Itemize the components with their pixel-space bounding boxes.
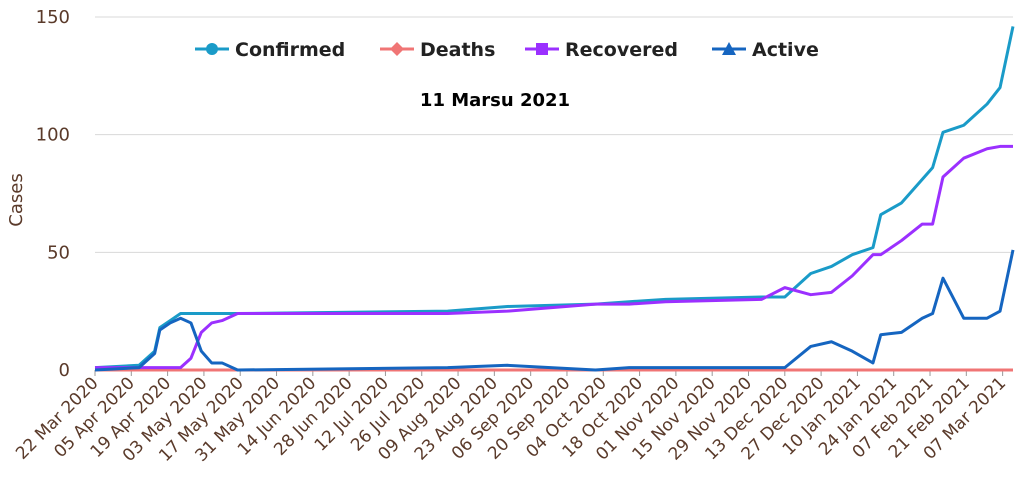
- y-tick-label: 100: [36, 125, 70, 146]
- legend-marker: [390, 42, 404, 56]
- series-line: [95, 144, 1013, 370]
- y-tick-label: 50: [47, 242, 70, 263]
- legend-label: Confirmed: [235, 39, 345, 61]
- series-line: [94, 249, 1015, 372]
- legend-label: Active: [752, 39, 819, 61]
- chart-title: 11 Marsu 2021: [420, 90, 570, 111]
- legend-label: Recovered: [565, 39, 678, 61]
- series-line: [94, 26, 1015, 370]
- legend-marker: [722, 42, 736, 55]
- legend-label: Deaths: [420, 39, 495, 61]
- legend-marker: [536, 43, 548, 55]
- y-tick-label: 0: [59, 360, 70, 381]
- legend-marker: [206, 43, 218, 55]
- y-axis-label: Cases: [6, 173, 27, 226]
- y-tick-label: 150: [36, 7, 70, 28]
